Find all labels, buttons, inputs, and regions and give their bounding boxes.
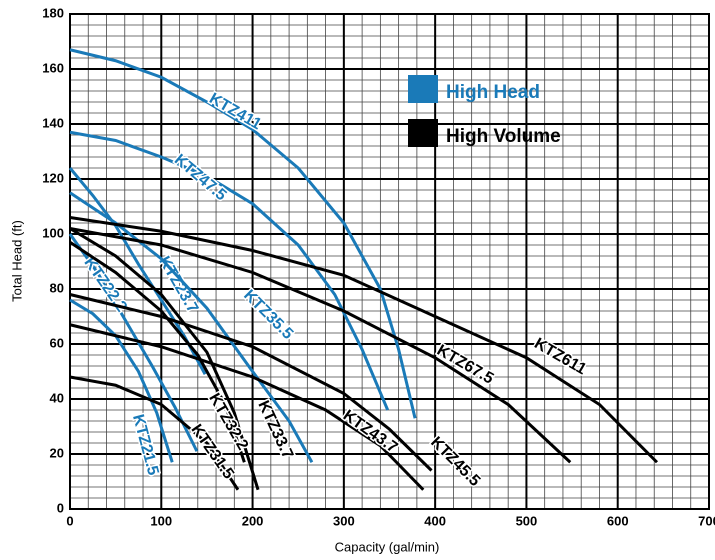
y-axis-label: Total Head (ft) (9, 220, 24, 302)
curve (69, 375, 240, 491)
curve (69, 227, 572, 464)
curve (69, 298, 174, 463)
x-tick-label: 200 (242, 513, 264, 528)
curve (69, 48, 417, 419)
curve (68, 167, 207, 375)
legend-swatch (408, 119, 438, 147)
x-tick-label: 0 (66, 513, 73, 528)
curve (69, 240, 246, 463)
y-tick-label: 160 (42, 60, 64, 75)
x-tick-label: 500 (516, 513, 538, 528)
curve-label: KTZ67.5 (434, 342, 496, 388)
y-tick-label: 140 (42, 115, 64, 130)
plot-frame (69, 13, 710, 510)
curve (69, 130, 390, 411)
y-tick-label: 60 (50, 335, 64, 350)
legend-label: High Volume (446, 126, 561, 147)
x-tick-label: 700 (698, 513, 715, 528)
curve-label: KTZ21.5 (129, 413, 162, 478)
y-tick-label: 100 (42, 225, 64, 240)
curve (69, 323, 425, 491)
y-tick-label: 20 (50, 445, 64, 460)
y-tick-label: 40 (50, 390, 64, 405)
y-tick-label: 0 (57, 500, 64, 515)
x-tick-label: 100 (150, 513, 172, 528)
curve (69, 216, 659, 464)
x-tick-label: 400 (424, 513, 446, 528)
x-tick-label: 300 (333, 513, 355, 528)
curve-label: KTZ33.7 (254, 398, 296, 462)
y-tick-label: 120 (42, 170, 64, 185)
curve (69, 227, 260, 491)
legend-swatch (408, 75, 438, 103)
curve-label: KTZ411 (206, 90, 264, 133)
y-tick-label: 80 (50, 280, 64, 295)
curve-label: KTZ35.5 (240, 287, 296, 343)
curve-label: KTZ611 (531, 335, 589, 378)
y-tick-label: 180 (42, 5, 64, 20)
legend-label: High Head (446, 82, 540, 103)
x-tick-label: 600 (607, 513, 629, 528)
x-axis-label: Capacity (gal/min) (335, 539, 440, 554)
curve (69, 293, 433, 472)
